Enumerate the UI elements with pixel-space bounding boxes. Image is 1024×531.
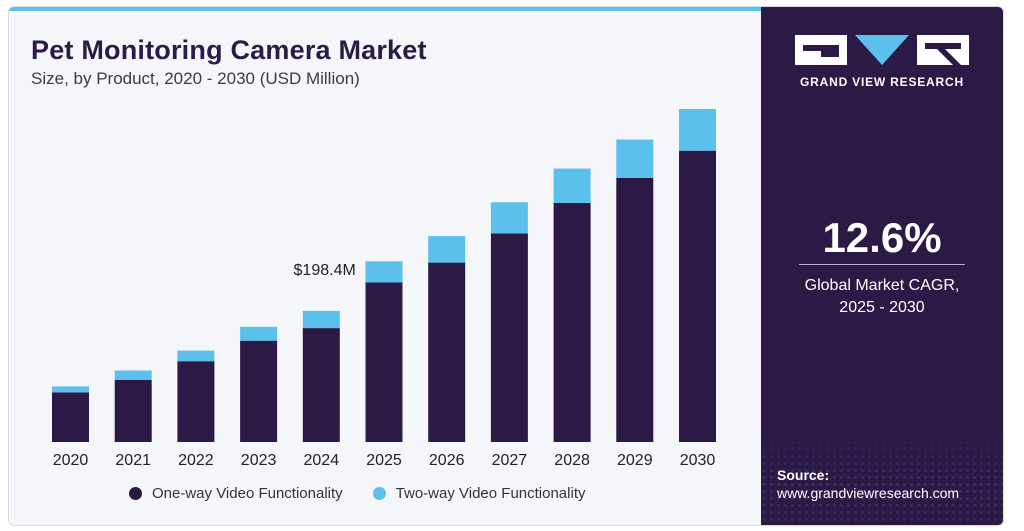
cagr-divider: [799, 264, 965, 265]
x-tick-label-2021: 2021: [115, 452, 151, 469]
data-label-2024: $198.4M: [294, 262, 356, 279]
bar-one-way-2030: [679, 150, 716, 442]
x-tick-label-2024: 2024: [304, 452, 340, 469]
cagr-label: Global Market CAGR, 2025 - 2030: [761, 275, 1003, 319]
bar-two-way-2022: [177, 350, 215, 362]
x-tick-label-2030: 2030: [680, 452, 716, 469]
chart-title: Pet Monitoring Camera Market: [31, 35, 427, 65]
bar-one-way-2028: [553, 203, 591, 442]
info-panel: GRAND VIEW RESEARCH 12.6% Global Market …: [761, 7, 1003, 525]
bar-one-way-2020: [52, 392, 89, 442]
bar-two-way-2027: [490, 202, 528, 234]
legend-item-two-way: Two-way Video Functionality: [372, 485, 586, 502]
dot-pattern: [761, 425, 1003, 525]
bar-two-way-2026: [428, 236, 466, 263]
bar-one-way-2022: [177, 361, 215, 442]
bar-two-way-2028: [553, 168, 591, 203]
source-label: Source:: [777, 467, 830, 483]
x-tick-label-2028: 2028: [554, 452, 590, 469]
bar-two-way-2024: [302, 310, 340, 329]
bar-one-way-2021: [114, 379, 152, 442]
source-block: Source: www.grandviewresearch.com: [777, 467, 959, 501]
gvr-logo-icon: [795, 35, 969, 65]
bar-one-way-2025: [365, 282, 403, 442]
bar-two-way-2020: [52, 386, 89, 393]
chart-panel: Pet Monitoring Camera Market Size, by Pr…: [9, 7, 761, 525]
bar-two-way-2030: [679, 109, 716, 151]
bar-two-way-2025: [365, 261, 403, 283]
legend-item-one-way: One-way Video Functionality: [129, 485, 343, 502]
cagr-label-line2: 2025 - 2030: [839, 299, 925, 316]
chart-card: Pet Monitoring Camera Market Size, by Pr…: [8, 6, 1004, 526]
x-tick-label-2029: 2029: [617, 452, 653, 469]
x-tick-label-2027: 2027: [492, 452, 528, 469]
x-tick-label-2020: 2020: [53, 452, 89, 469]
x-tick-label-2026: 2026: [429, 452, 465, 469]
legend-label-one-way: One-way Video Functionality: [152, 485, 343, 502]
legend-label-two-way: Two-way Video Functionality: [395, 485, 586, 502]
bar-one-way-2026: [428, 262, 466, 442]
bar-one-way-2027: [490, 233, 528, 442]
bar-chart: 2020 2021 2022 2023 2024 2025 2026 2027 2028 2029…: [52, 109, 716, 469]
legend-swatch-two-way: [372, 487, 386, 500]
bar-two-way-2023: [240, 326, 278, 341]
x-tick-label-2022: 2022: [178, 452, 214, 469]
cagr-value: 12.6%: [822, 214, 942, 261]
brand-name: GRAND VIEW RESEARCH: [800, 75, 964, 89]
cagr-label-line1: Global Market CAGR,: [804, 277, 960, 294]
bar-two-way-2029: [616, 139, 654, 178]
bar-one-way-2029: [616, 177, 654, 442]
accent-bar: [9, 7, 761, 11]
chart-subtitle: Size, by Product, 2020 - 2030 (USD Milli…: [31, 69, 360, 88]
x-tick-label-2023: 2023: [241, 452, 277, 469]
bar-one-way-2023: [240, 340, 278, 442]
source-link[interactable]: www.grandviewresearch.com: [777, 485, 960, 501]
legend-swatch-one-way: [129, 487, 142, 500]
chart-legend: One-way Video Functionality Two-way Vide…: [129, 485, 616, 502]
bar-two-way-2021: [114, 370, 152, 380]
bar-one-way-2024: [302, 328, 340, 442]
x-tick-label-2025: 2025: [366, 452, 402, 469]
